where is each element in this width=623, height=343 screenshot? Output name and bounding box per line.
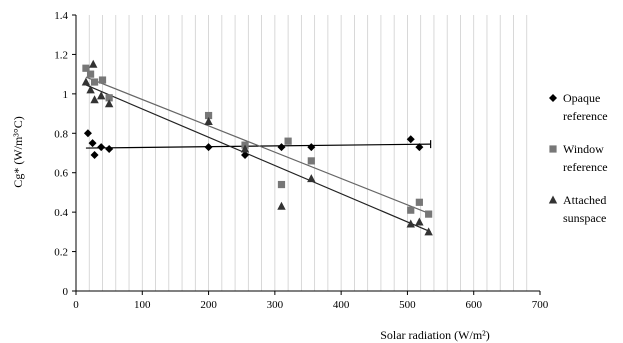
data-point-square bbox=[277, 180, 286, 189]
data-point-triangle bbox=[307, 174, 316, 183]
x-tick-label: 100 bbox=[134, 299, 151, 311]
grid bbox=[88, 15, 528, 291]
y-tick-labels: 0 0.2 0.4 0.6 0.8 1 1.2 1.4 bbox=[54, 10, 76, 298]
y-tick-label: 0.6 bbox=[54, 168, 68, 180]
x-tick-label: 700 bbox=[532, 299, 549, 311]
data-point-square bbox=[105, 94, 113, 102]
data-point-diamond bbox=[83, 129, 92, 138]
data-point-diamond bbox=[415, 143, 424, 152]
data-point-triangle bbox=[81, 77, 91, 86]
x-tick-label: 500 bbox=[399, 299, 416, 311]
legend: Opaque reference Window reference Attached su… bbox=[548, 91, 608, 225]
x-tick-label: 0 bbox=[73, 299, 79, 311]
legend-label: Window bbox=[563, 142, 604, 156]
y-tick-label: 1 bbox=[63, 89, 69, 101]
axes bbox=[75, 15, 540, 292]
legend-label: sunspace bbox=[563, 211, 606, 225]
y-axis-label: Cg* (W/m³°C) bbox=[11, 116, 25, 187]
trend-line bbox=[85, 76, 431, 215]
data-point-square bbox=[90, 78, 99, 86]
y-tick-label: 1.4 bbox=[54, 10, 68, 22]
data-point-square bbox=[284, 137, 292, 145]
data-point-triangle bbox=[96, 91, 106, 100]
legend-label: reference bbox=[563, 109, 608, 123]
data-point-triangle bbox=[90, 95, 99, 104]
x-tick-label: 200 bbox=[200, 299, 217, 311]
data-point-square bbox=[307, 157, 315, 165]
x-tick-label: 300 bbox=[267, 299, 284, 311]
data-point-diamond bbox=[105, 145, 114, 154]
data-point-diamond bbox=[97, 143, 106, 152]
y-tick-label: 0 bbox=[63, 286, 69, 298]
data-point-square bbox=[415, 198, 423, 206]
data-point-triangle bbox=[240, 144, 250, 153]
data-points bbox=[81, 59, 433, 236]
data-point-diamond bbox=[90, 150, 99, 159]
legend-label: Opaque bbox=[563, 91, 600, 105]
x-tick-labels: 0 100 200 300 400 500 600 700 bbox=[73, 291, 549, 311]
y-tick-label: 0.4 bbox=[54, 207, 68, 219]
data-point-square bbox=[82, 64, 90, 72]
data-point-diamond bbox=[406, 135, 415, 144]
data-point-triangle bbox=[406, 219, 415, 228]
x-tick-label: 600 bbox=[465, 299, 482, 311]
data-point-square bbox=[425, 210, 433, 218]
legend-label: reference bbox=[563, 160, 608, 174]
data-point-triangle bbox=[204, 116, 213, 125]
data-point-triangle bbox=[104, 99, 114, 108]
data-point-diamond bbox=[204, 143, 213, 152]
y-tick-label: 0.8 bbox=[54, 128, 68, 140]
trend-lines bbox=[85, 76, 432, 233]
y-tick-label: 1.2 bbox=[54, 49, 68, 61]
legend-marker-diamond bbox=[549, 94, 557, 102]
legend-label: Attached bbox=[563, 193, 606, 207]
data-point-square bbox=[204, 111, 213, 120]
data-point-square bbox=[407, 206, 415, 214]
data-point-diamond bbox=[307, 143, 316, 152]
data-point-diamond bbox=[241, 150, 250, 159]
x-tick-label: 400 bbox=[333, 299, 350, 311]
y-tick-label: 0.2 bbox=[54, 247, 68, 259]
data-point-triangle bbox=[86, 85, 95, 94]
x-axis-label: Solar radiation (W/m²) bbox=[380, 328, 490, 342]
legend-marker-square bbox=[549, 145, 557, 153]
data-point-triangle bbox=[89, 59, 98, 68]
data-point-triangle bbox=[415, 217, 424, 226]
legend-marker-triangle bbox=[548, 195, 558, 204]
data-point-triangle bbox=[277, 201, 286, 210]
data-point-diamond bbox=[277, 143, 286, 152]
data-point-triangle bbox=[424, 227, 433, 236]
data-point-diamond bbox=[88, 139, 97, 148]
data-point-square bbox=[98, 76, 107, 84]
trend-line bbox=[85, 84, 431, 233]
data-point-square bbox=[86, 70, 95, 78]
